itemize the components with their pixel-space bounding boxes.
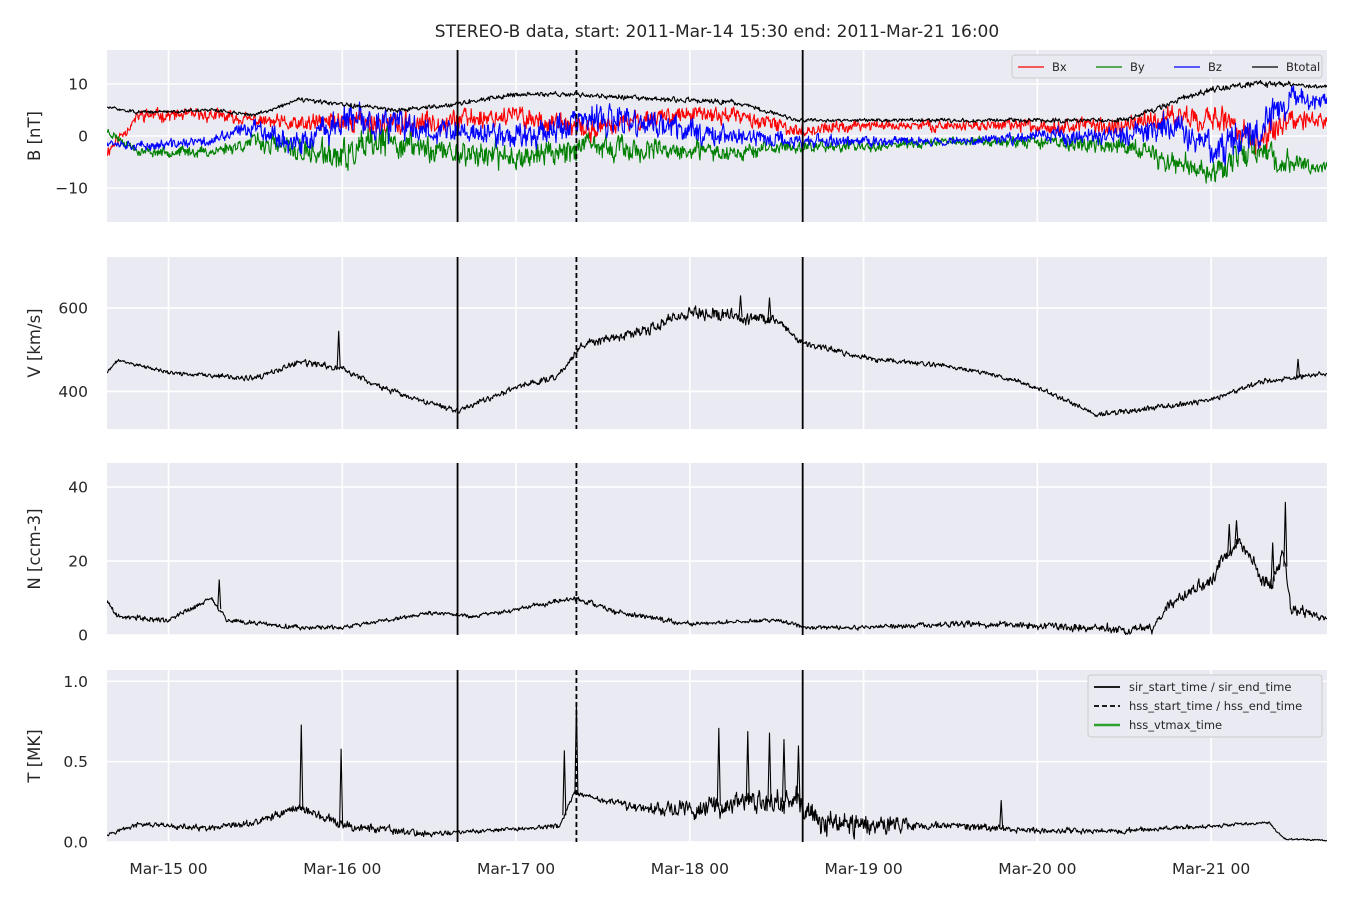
- series-line-btotal: [107, 79, 1327, 124]
- panel-1: 400 600 V [km/s]: [25, 257, 1327, 429]
- series-spike: [1227, 524, 1232, 555]
- legend-label: hss_start_time / hss_end_time: [1129, 699, 1302, 713]
- y-tick-label: 0.0: [63, 834, 88, 852]
- x-tick-label: Mar-18 00: [651, 860, 729, 878]
- x-tick-label: Mar-19 00: [825, 860, 903, 878]
- series-spike: [767, 732, 772, 802]
- series-spike: [299, 724, 304, 808]
- panel-2: 0 20 40 N [ccm-3]: [25, 463, 1327, 645]
- panel-background: [107, 257, 1327, 429]
- y-tick-label: 0: [78, 627, 88, 645]
- series-spike: [716, 727, 721, 806]
- series-spike: [562, 750, 567, 816]
- legend-label-by: By: [1130, 60, 1145, 74]
- series-spike: [796, 745, 801, 802]
- legend-box: [1087, 674, 1323, 738]
- x-tick-label: Mar-20 00: [998, 860, 1076, 878]
- series-spike: [336, 330, 341, 368]
- legend-label-bx: Bx: [1052, 60, 1067, 74]
- x-tick-label: Mar-15 00: [129, 860, 207, 878]
- series-spike: [745, 731, 750, 802]
- y-axis-label: V [km/s]: [25, 308, 44, 377]
- y-tick-label: 10: [68, 75, 88, 93]
- panel-plot: [107, 702, 1327, 842]
- series-line-v: [107, 305, 1327, 418]
- panel-0: −10 0 10 B [nT] Bx By Bz Btotal: [25, 50, 1327, 222]
- panel-plot: [107, 501, 1327, 635]
- series-line-bz: [107, 85, 1327, 166]
- series-spike: [1270, 542, 1275, 582]
- series-line-n: [107, 538, 1327, 635]
- series-spike: [781, 739, 787, 802]
- series-line-by: [107, 125, 1327, 184]
- y-axis-label: B [nT]: [25, 111, 44, 161]
- series-line-t: [107, 785, 1327, 842]
- y-tick-label: 1.0: [63, 673, 88, 691]
- series-spike: [339, 748, 344, 826]
- series-spike: [767, 297, 772, 320]
- series-spike: [1283, 501, 1288, 567]
- series-line-bx: [107, 104, 1327, 156]
- series-spike: [1234, 520, 1239, 544]
- panels: −10 0 10 B [nT] Bx By Bz Btotal 400 600 V [km/s] 0 2…: [25, 50, 1327, 878]
- panel-plot: [107, 79, 1327, 184]
- series-spike: [1295, 358, 1301, 377]
- x-tick-label: Mar-21 00: [1172, 860, 1250, 878]
- event-legend: sir_start_time / sir_end_time hss_start_t…: [1087, 674, 1323, 738]
- y-tick-label: 600: [58, 299, 88, 317]
- y-tick-label: 0: [78, 128, 88, 146]
- legend-box: [1011, 54, 1323, 79]
- y-tick-label: 400: [58, 383, 88, 401]
- figure-title: STEREO-B data, start: 2011-Mar-14 15:30 …: [435, 22, 999, 42]
- series-spike: [999, 800, 1004, 829]
- panel-plot: [107, 295, 1327, 418]
- y-tick-label: 0.5: [63, 753, 88, 771]
- y-axis-label: N [ccm-3]: [25, 508, 44, 589]
- legend-label-bz: Bz: [1208, 60, 1222, 74]
- y-tick-label: 40: [68, 479, 88, 497]
- b-legend: Bx By Bz Btotal: [1011, 54, 1323, 79]
- x-tick-label: Mar-17 00: [477, 860, 555, 878]
- legend-label-btotal: Btotal: [1286, 60, 1320, 74]
- legend-label: sir_start_time / sir_end_time: [1129, 680, 1291, 694]
- series-spike: [217, 579, 222, 610]
- y-tick-label: 20: [68, 553, 88, 571]
- panel-3: 0.0 0.5 1.0 T [MK] sir_start_time / sir_end_…: [25, 670, 1327, 852]
- y-tick-label: −10: [55, 180, 88, 198]
- y-axis-label: T [MK]: [25, 729, 44, 783]
- series-spike: [738, 295, 743, 318]
- x-tick-label: Mar-16 00: [303, 860, 381, 878]
- legend-label: hss_vtmax_time: [1129, 718, 1222, 732]
- panel-background: [107, 463, 1327, 635]
